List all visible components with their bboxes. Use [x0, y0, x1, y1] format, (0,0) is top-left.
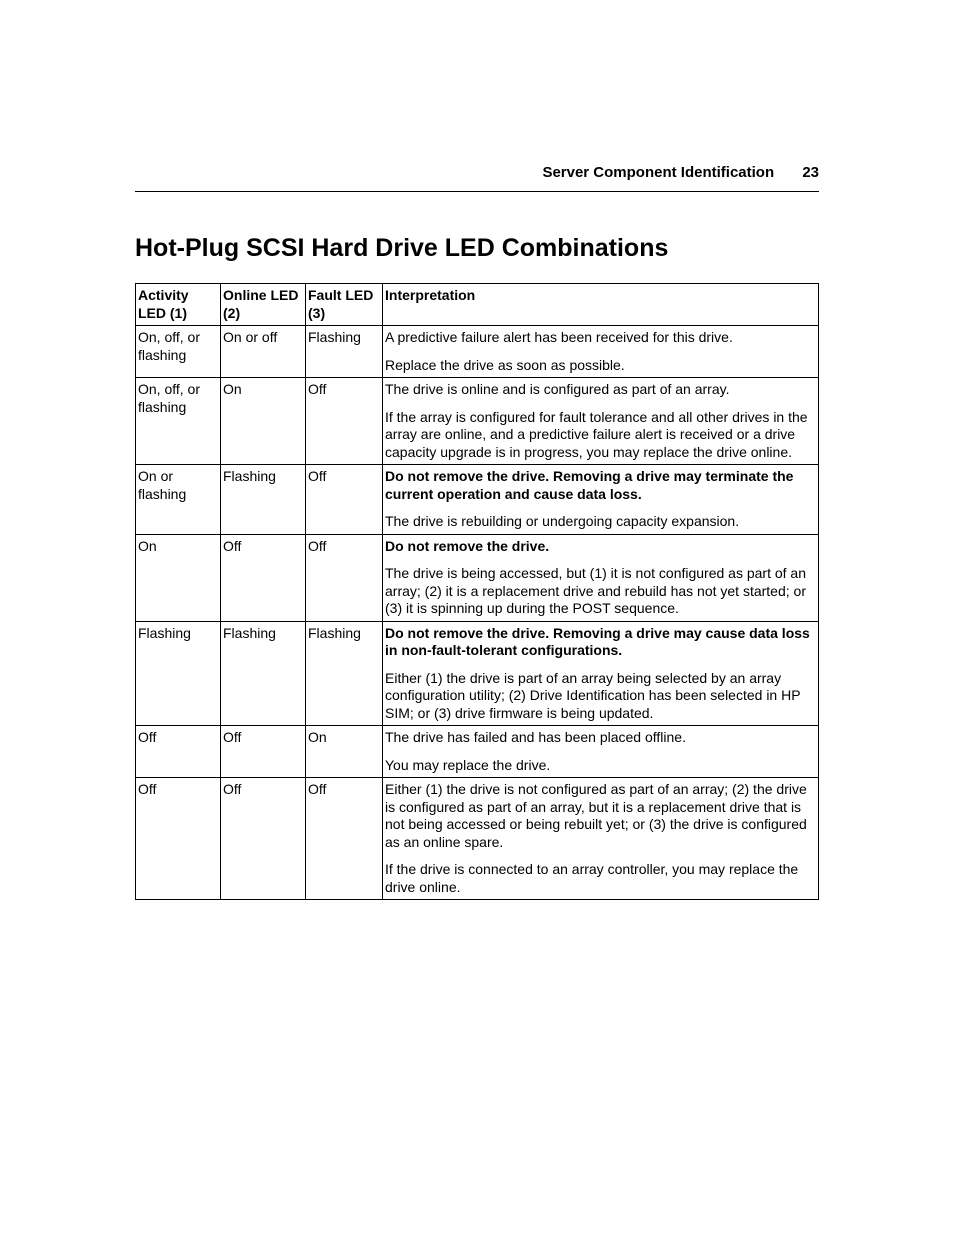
cell-activity-led: On or flashing: [136, 465, 221, 535]
cell-fault-led: Off: [306, 378, 383, 465]
interpretation-text: Either (1) the drive is part of an array…: [385, 670, 816, 723]
table-row: OffOffOffEither (1) the drive is not con…: [136, 778, 819, 900]
col-header-fault: Fault LED (3): [306, 284, 383, 326]
cell-activity-led: Flashing: [136, 621, 221, 726]
col-header-online: Online LED (2): [221, 284, 306, 326]
cell-online-led: Flashing: [221, 465, 306, 535]
cell-online-led: Flashing: [221, 621, 306, 726]
interpretation-text: A predictive failure alert has been rece…: [385, 329, 816, 347]
document-page: Server Component Identification 23 Hot-P…: [0, 0, 954, 1235]
cell-activity-led: On: [136, 534, 221, 621]
cell-activity-led: Off: [136, 778, 221, 900]
table-row: FlashingFlashingFlashingDo not remove th…: [136, 621, 819, 726]
cell-interpretation: The drive is online and is configured as…: [383, 378, 819, 465]
cell-interpretation: Either (1) the drive is not configured a…: [383, 778, 819, 900]
interpretation-text: The drive has failed and has been placed…: [385, 729, 816, 747]
header-page-number: 23: [802, 164, 819, 181]
interpretation-text: The drive is being accessed, but (1) it …: [385, 565, 816, 618]
cell-activity-led: Off: [136, 726, 221, 778]
interpretation-text: Replace the drive as soon as possible.: [385, 357, 816, 375]
cell-interpretation: Do not remove the drive. Removing a driv…: [383, 621, 819, 726]
led-combinations-table: Activity LED (1) Online LED (2) Fault LE…: [135, 283, 819, 900]
cell-fault-led: Flashing: [306, 326, 383, 378]
table-row: On or flashingFlashingOffDo not remove t…: [136, 465, 819, 535]
interpretation-text: If the drive is connected to an array co…: [385, 861, 816, 896]
header-section-name: Server Component Identification: [542, 164, 774, 181]
interpretation-text: If the array is configured for fault tol…: [385, 409, 816, 462]
page-title: Hot-Plug SCSI Hard Drive LED Combination…: [135, 234, 819, 263]
cell-interpretation: The drive has failed and has been placed…: [383, 726, 819, 778]
cell-online-led: On or off: [221, 326, 306, 378]
cell-online-led: Off: [221, 726, 306, 778]
interpretation-text: Do not remove the drive. Removing a driv…: [385, 468, 816, 503]
table-row: OffOffOnThe drive has failed and has bee…: [136, 726, 819, 778]
running-header: Server Component Identification 23: [135, 0, 819, 181]
cell-fault-led: Off: [306, 465, 383, 535]
cell-fault-led: On: [306, 726, 383, 778]
cell-fault-led: Off: [306, 778, 383, 900]
cell-online-led: Off: [221, 534, 306, 621]
cell-interpretation: Do not remove the drive. Removing a driv…: [383, 465, 819, 535]
table-row: OnOffOffDo not remove the drive.The driv…: [136, 534, 819, 621]
cell-online-led: Off: [221, 778, 306, 900]
col-header-activity: Activity LED (1): [136, 284, 221, 326]
cell-interpretation: Do not remove the drive. The drive is bei…: [383, 534, 819, 621]
cell-fault-led: Flashing: [306, 621, 383, 726]
interpretation-text: Do not remove the drive.: [385, 538, 816, 556]
cell-interpretation: A predictive failure alert has been rece…: [383, 326, 819, 378]
interpretation-text: Do not remove the drive. Removing a driv…: [385, 625, 816, 660]
cell-activity-led: On, off, or flashing: [136, 378, 221, 465]
col-header-interpretation: Interpretation: [383, 284, 819, 326]
interpretation-text: The drive is online and is configured as…: [385, 381, 816, 399]
cell-online-led: On: [221, 378, 306, 465]
table-row: On, off, or flashingOn or offFlashingA p…: [136, 326, 819, 378]
table-row: On, off, or flashingOnOffThe drive is on…: [136, 378, 819, 465]
cell-fault-led: Off: [306, 534, 383, 621]
cell-activity-led: On, off, or flashing: [136, 326, 221, 378]
interpretation-text: You may replace the drive.: [385, 757, 816, 775]
header-rule: [135, 191, 819, 192]
interpretation-text: Either (1) the drive is not configured a…: [385, 781, 816, 851]
table-header-row: Activity LED (1) Online LED (2) Fault LE…: [136, 284, 819, 326]
interpretation-text: The drive is rebuilding or undergoing ca…: [385, 513, 816, 531]
